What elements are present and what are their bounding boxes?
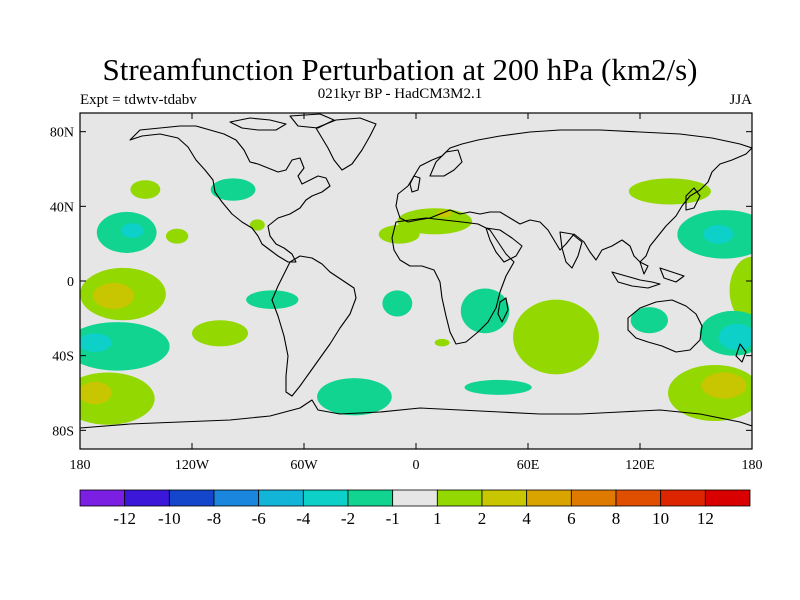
anomaly-region-0 bbox=[130, 180, 161, 199]
colorbar-label-11: 8 bbox=[612, 509, 621, 528]
colorbar-label-0: -12 bbox=[113, 509, 136, 528]
x-tick-label-1: 120W bbox=[175, 458, 210, 473]
anomaly-region-19 bbox=[434, 338, 450, 347]
y-tick-label-4: 80S bbox=[52, 424, 74, 439]
colorbar-swatch-14 bbox=[704, 489, 751, 507]
colorbar-swatch-2 bbox=[168, 489, 215, 507]
y-tick-label-3: 40S bbox=[52, 350, 74, 365]
colorbar-swatch-7 bbox=[392, 489, 438, 507]
anomaly-region-12 bbox=[192, 320, 248, 347]
anomaly-region-17 bbox=[436, 210, 452, 218]
anomaly-region-29 bbox=[718, 323, 752, 351]
colorbar-label-10: 6 bbox=[567, 509, 576, 528]
y-tick-label-0: 80N bbox=[50, 126, 74, 141]
map-background bbox=[80, 113, 752, 449]
anomaly-region-7 bbox=[93, 282, 135, 309]
coastline-indonesia bbox=[611, 261, 685, 289]
anomaly-region-21 bbox=[464, 379, 532, 395]
anomaly-region-8 bbox=[80, 322, 170, 371]
x-tick-label-4: 60E bbox=[517, 458, 540, 473]
colorbar-label-13: 12 bbox=[697, 509, 714, 528]
colorbar-label-8: 2 bbox=[478, 509, 487, 528]
colorbar-swatch-10 bbox=[526, 489, 572, 507]
anomaly-region-3 bbox=[121, 223, 144, 239]
x-tick-label-3: 0 bbox=[413, 458, 420, 473]
anomaly-region-14 bbox=[317, 378, 392, 416]
colorbar-swatch-3 bbox=[213, 489, 260, 507]
colorbar-swatch-11 bbox=[570, 489, 617, 507]
anomaly-region-9 bbox=[80, 333, 112, 352]
y-tick-label-1: 40N bbox=[50, 200, 74, 215]
colorbar-label-2: -8 bbox=[207, 509, 221, 528]
colorbar-swatch-4 bbox=[258, 489, 304, 507]
anomaly-region-11 bbox=[80, 381, 112, 405]
anomaly-region-23 bbox=[628, 178, 711, 205]
coastline-layer bbox=[80, 113, 752, 429]
anomaly-region-18 bbox=[382, 290, 413, 317]
anomaly-region-1 bbox=[210, 178, 256, 201]
colorbar: -12 -10 -8 -6 -4 -2 -1 1 2 4 6 8 10 12 bbox=[79, 489, 751, 528]
x-tick-label-2: 60W bbox=[290, 458, 318, 473]
anomaly-region-31 bbox=[701, 372, 747, 399]
anomaly-region-5 bbox=[249, 219, 265, 231]
colorbar-swatch-12 bbox=[615, 489, 662, 507]
anomaly-region-4 bbox=[165, 228, 189, 244]
anomaly-region-20 bbox=[460, 288, 510, 334]
colorbar-swatch-6 bbox=[347, 489, 394, 507]
colorbar-swatch-1 bbox=[124, 489, 170, 507]
anomaly-region-16 bbox=[397, 208, 472, 235]
colorbar-swatch-0 bbox=[79, 489, 126, 507]
coastline-africa bbox=[391, 217, 515, 345]
colorbar-swatch-9 bbox=[481, 489, 528, 507]
anomaly-region-25 bbox=[703, 225, 734, 244]
colorbar-swatch-8 bbox=[436, 489, 483, 507]
x-tick-label-0: 180 bbox=[70, 458, 91, 473]
colorbar-label-7: 1 bbox=[433, 509, 442, 528]
x-tick-label-5: 120E bbox=[625, 458, 655, 473]
colorbar-label-6: -1 bbox=[386, 509, 400, 528]
anomaly-region-27 bbox=[630, 307, 668, 334]
coastline-greenland bbox=[315, 117, 377, 171]
coastline-antarctica bbox=[80, 399, 752, 429]
y-tick-label-2: 0 bbox=[67, 275, 74, 290]
colorbar-swatch-13 bbox=[660, 489, 706, 507]
anomaly-region-22 bbox=[513, 299, 599, 375]
colorbar-swatch-5 bbox=[302, 489, 349, 507]
coastline-india bbox=[559, 231, 583, 269]
coastline-south-america bbox=[271, 255, 357, 397]
colorbar-label-3: -6 bbox=[252, 509, 266, 528]
x-tick-label-6: 180 bbox=[742, 458, 763, 473]
coastline-eurasia bbox=[395, 129, 752, 263]
colorbar-label-12: 10 bbox=[652, 509, 669, 528]
axis-ticks: 180 120W 60W 0 60E 120E 180 80N 40N 0 40S 80S bbox=[50, 113, 763, 473]
coastline-scandinavia bbox=[429, 149, 463, 177]
anomaly-region-26 bbox=[729, 256, 752, 324]
coastline-britain bbox=[409, 175, 421, 193]
colorbar-label-9: 4 bbox=[522, 509, 531, 528]
coastline-arabia bbox=[485, 227, 523, 263]
coastline-new-zealand bbox=[735, 343, 747, 363]
anomaly-layer bbox=[80, 178, 752, 425]
coastline-north-america bbox=[129, 125, 331, 263]
map-subtitle: 021kyr BP - HadCM3M2.1 bbox=[317, 86, 483, 102]
coastline-australia bbox=[627, 299, 703, 353]
colorbar-label-4: -4 bbox=[296, 509, 311, 528]
map-title: Streamfunction Perturbation at 200 hPa (… bbox=[102, 52, 698, 87]
colorbar-label-1: -10 bbox=[158, 509, 181, 528]
coastline-madagascar bbox=[497, 297, 509, 323]
coastline-japan bbox=[685, 187, 701, 211]
season-label: JJA bbox=[729, 92, 752, 108]
colorbar-label-5: -2 bbox=[341, 509, 355, 528]
experiment-label: Expt = tdwtv-tdabv bbox=[80, 92, 197, 108]
